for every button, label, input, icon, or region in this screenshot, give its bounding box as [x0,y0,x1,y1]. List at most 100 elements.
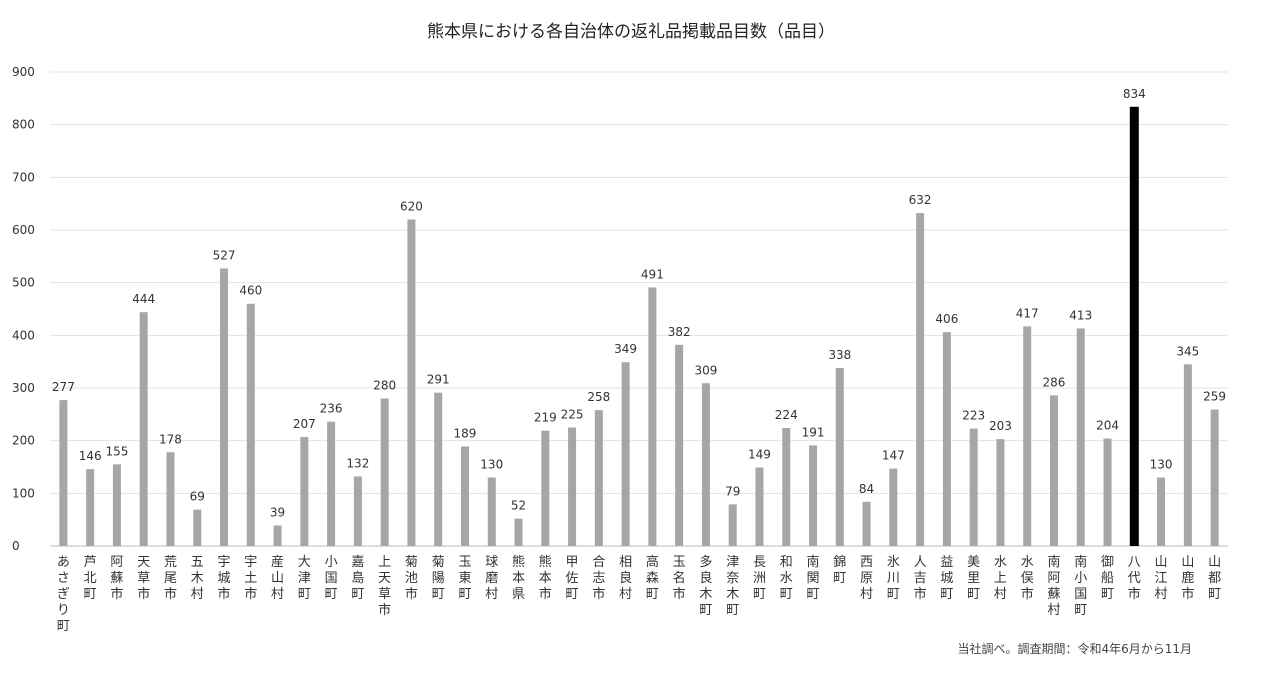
category-label: 南小国町 [1074,554,1087,618]
data-label: 309 [694,363,717,377]
category-label: 菊陽町 [432,555,445,602]
category-label: 益城町 [940,555,953,602]
y-axis-ticks: 0 100 200 300 400 500 600 700 800 900 [12,65,35,553]
category-label: 南関町 [807,554,820,602]
bar [916,213,925,546]
category-label: 美里町 [967,555,980,602]
bar [728,504,737,546]
category-label: 荒尾市 [164,555,177,602]
category-label: 玉名市 [673,555,686,602]
bar [648,287,657,546]
bar [568,427,577,546]
bar [220,268,229,546]
data-label: 69 [190,490,205,504]
bar [889,468,898,546]
category-label: 玉東町 [458,555,471,602]
data-label: 224 [775,408,798,422]
bar [273,525,282,546]
category-label: 八代市 [1128,555,1141,602]
data-label: 277 [52,380,75,394]
y-tick-label: 500 [12,276,35,290]
category-label: 嘉島町 [351,555,364,602]
data-label: 258 [587,390,610,404]
category-label: 和水町 [780,555,793,602]
bar [514,518,523,546]
category-label: 天草市 [137,555,150,602]
bar [327,421,336,546]
data-label: 491 [641,267,664,281]
chart-title: 熊本県における各自治体の返礼品掲載品目数（品目） [427,22,835,42]
y-tick-label: 400 [12,328,35,342]
data-label: 291 [427,373,450,387]
bar [434,392,443,546]
data-label: 191 [802,425,825,439]
y-tick-label: 800 [12,118,35,132]
data-label: 155 [105,444,128,458]
category-label: 錦町 [833,554,846,586]
category-label: 菊池市 [405,555,418,602]
bar [407,219,416,546]
category-label: 水俣市 [1021,555,1034,602]
data-label: 39 [270,505,285,519]
bar [621,362,630,546]
category-label: 球磨村 [485,555,498,602]
data-label: 130 [480,458,503,472]
bar [380,398,389,546]
data-label: 382 [668,325,691,339]
category-label: 氷川町 [887,555,900,602]
data-label: 417 [1016,306,1039,320]
category-label: 南阿蘇村 [1047,554,1060,618]
bar [1103,438,1112,546]
bar [460,446,469,546]
bar [675,344,684,546]
bar [112,464,121,546]
data-label: 834 [1123,87,1146,101]
data-label: 632 [909,193,932,207]
category-label: 宇土市 [244,555,257,602]
data-label: 225 [561,408,584,422]
data-label: 259 [1203,390,1226,404]
y-tick-label: 600 [12,223,35,237]
data-label: 204 [1096,419,1119,433]
data-label: 349 [614,342,637,356]
bar [996,439,1005,546]
category-label: 相良村 [619,555,632,602]
bar [1183,364,1192,546]
bars [59,106,1219,546]
bar [942,332,951,546]
data-label: 527 [213,248,236,262]
data-label: 189 [454,426,477,440]
data-label: 130 [1150,458,1173,472]
y-tick-label: 0 [12,539,20,553]
bar [487,477,496,546]
category-label: 産山村 [271,554,284,602]
bar [300,436,309,546]
data-label: 207 [293,417,316,431]
data-label: 147 [882,449,905,463]
data-label: 620 [400,199,423,213]
bar [969,428,978,546]
category-label: 上天草市 [378,555,391,618]
data-label: 52 [511,499,526,513]
y-tick-label: 200 [12,434,35,448]
data-label: 338 [828,348,851,362]
data-label: 223 [962,409,985,423]
data-label: 460 [239,284,262,298]
bar [862,501,871,546]
y-tick-label: 700 [12,170,35,184]
bar [353,476,362,546]
category-label: 小国町 [325,555,338,602]
category-label: 阿蘇市 [110,555,123,602]
data-label: 286 [1043,375,1066,389]
category-label: 長洲町 [753,555,766,602]
data-label: 132 [346,456,369,470]
bar [193,509,202,546]
category-label: 宇城市 [218,555,231,602]
bar [594,410,603,546]
y-tick-label: 100 [12,486,35,500]
data-label: 84 [859,482,874,496]
data-label: 413 [1069,308,1092,322]
category-label: 水上村 [994,555,1007,602]
